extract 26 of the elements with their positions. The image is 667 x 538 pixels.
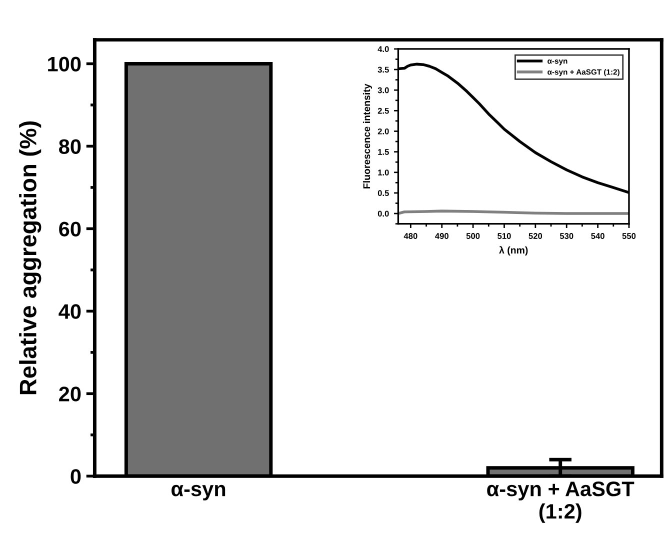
y-tick-label: 4.0 xyxy=(378,46,389,52)
x-tick-label: 520 xyxy=(528,233,542,239)
y-tick-label: 60 xyxy=(59,222,81,236)
y-tick-label: 1.5 xyxy=(378,149,389,155)
x-tick-label: 480 xyxy=(404,233,418,239)
y-tick-label: 0.5 xyxy=(378,190,389,196)
x-tick-label: 510 xyxy=(498,233,511,239)
y-axis-title: Relative aggregation (%) xyxy=(19,121,42,394)
x-tick-label: 530 xyxy=(560,233,574,239)
y-tick-label: 1.0 xyxy=(378,170,389,176)
y-axis-title: Fluorescence intensity xyxy=(362,84,372,188)
y-tick-label: 20 xyxy=(59,386,81,402)
x-tick-label: 500 xyxy=(466,233,480,239)
y-tick-label: 3.5 xyxy=(378,66,389,73)
y-tick-label: 0.0 xyxy=(378,210,389,217)
y-tick-label: 0 xyxy=(70,469,81,484)
y-tick-label: 80 xyxy=(59,139,81,154)
x-axis-title: λ (nm) xyxy=(499,246,528,256)
y-tick-label: 3.0 xyxy=(378,87,389,94)
y-tick-label: 2.5 xyxy=(378,108,389,114)
x-tick-label: 550 xyxy=(622,233,636,239)
x-tick-label: 490 xyxy=(435,233,448,239)
x-tick-label: 540 xyxy=(591,233,604,239)
y-tick-label: 40 xyxy=(58,304,81,319)
y-tick-label: 2.0 xyxy=(378,128,389,134)
y-tick-label: 100 xyxy=(48,56,81,72)
